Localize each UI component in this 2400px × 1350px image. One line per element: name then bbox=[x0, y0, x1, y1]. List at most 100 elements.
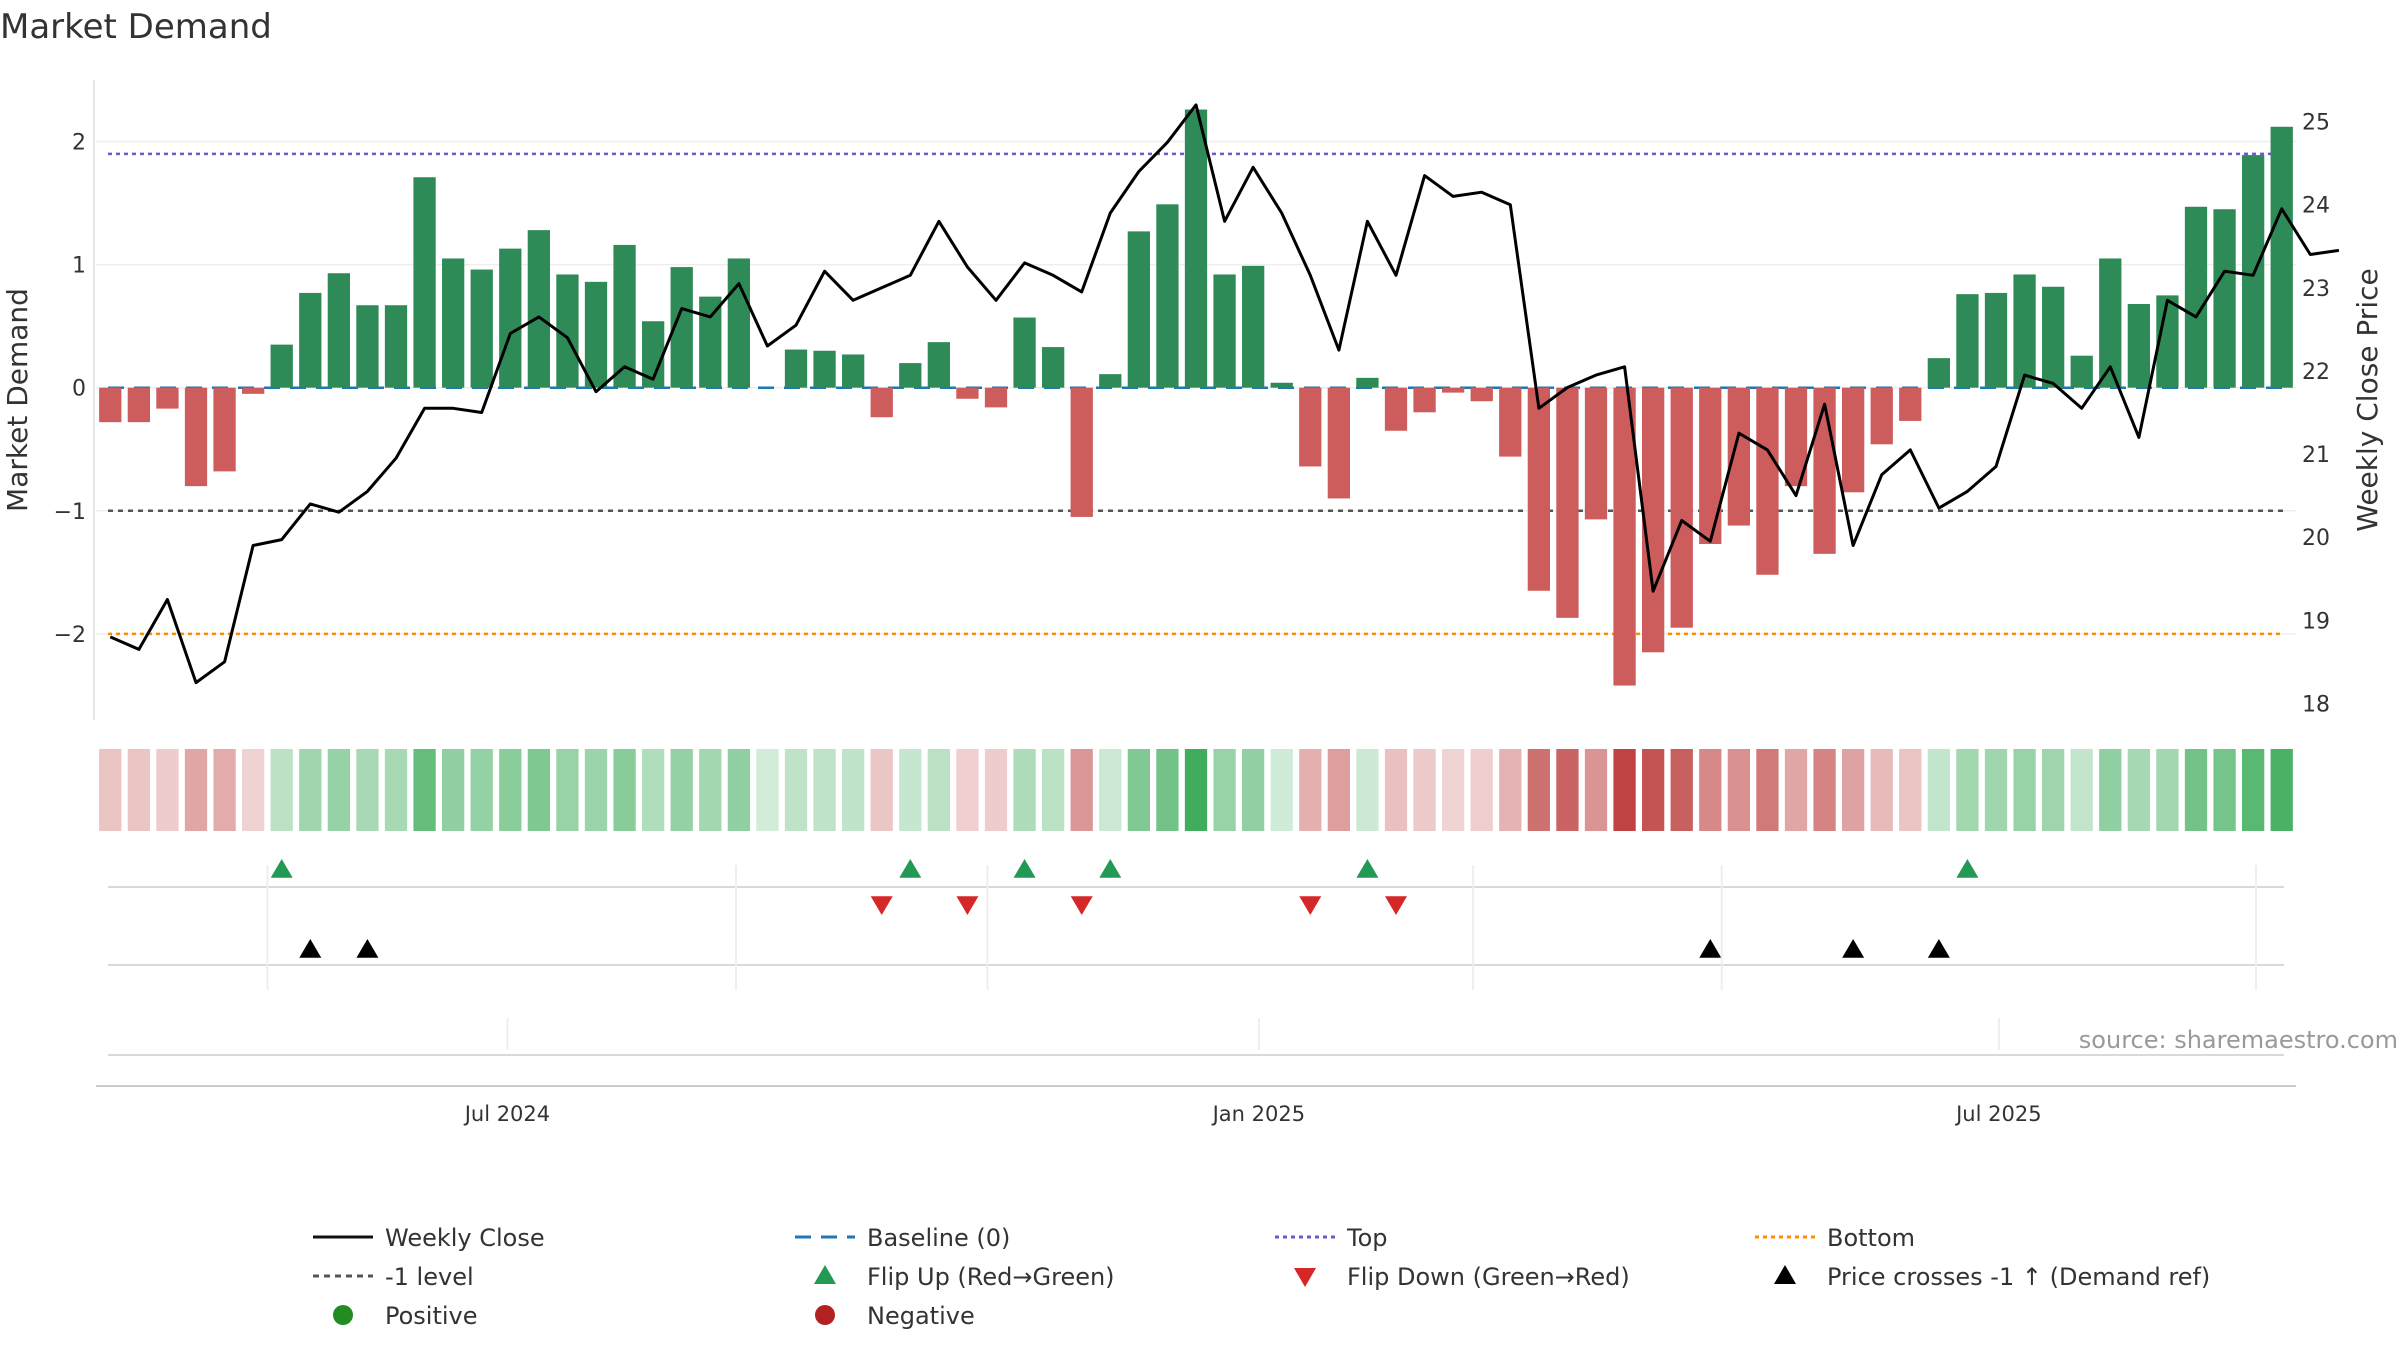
demand-heat-strip bbox=[99, 749, 2293, 831]
demand-bar bbox=[842, 354, 865, 388]
demand-bar bbox=[1099, 374, 1122, 388]
demand-bar bbox=[984, 387, 1008, 408]
heat-cell bbox=[2270, 749, 2293, 831]
heat-cell bbox=[727, 749, 750, 831]
price-line bbox=[109, 103, 2340, 685]
heat-cell bbox=[527, 749, 550, 831]
demand-bar bbox=[384, 305, 408, 388]
heat-cell bbox=[2127, 749, 2150, 831]
demand-bar bbox=[699, 296, 722, 388]
heat-cell bbox=[1527, 749, 1550, 831]
demand-bar bbox=[1527, 387, 1550, 591]
heat-cell bbox=[1127, 749, 1150, 831]
flip-up-marker bbox=[899, 859, 922, 878]
heat-cell bbox=[1184, 749, 1208, 831]
signal-markers bbox=[108, 859, 2284, 1056]
flip-up-marker bbox=[270, 859, 293, 878]
demand-bar bbox=[1842, 387, 1865, 493]
legend-label: Weekly Close bbox=[385, 1224, 545, 1252]
y2-tick-label: 23 bbox=[2302, 277, 2330, 302]
flip-down-marker bbox=[1070, 896, 1093, 915]
demand-bar bbox=[270, 344, 293, 388]
heat-cell bbox=[556, 749, 579, 831]
demand-bar bbox=[299, 292, 322, 388]
x-axis: Jul 2024 Jan 2025 Jul 2025 bbox=[96, 865, 2296, 1126]
demand-bar bbox=[1613, 387, 1636, 686]
demand-bar bbox=[1784, 387, 1808, 487]
demand-bar bbox=[1242, 265, 1265, 388]
heat-cell bbox=[1270, 749, 1293, 831]
heat-cell bbox=[1413, 749, 1436, 831]
demand-bar bbox=[1270, 382, 1293, 388]
demand-bar bbox=[1813, 387, 1836, 554]
heat-cell bbox=[99, 749, 122, 831]
heat-cell bbox=[1899, 749, 1922, 831]
heat-cell bbox=[2042, 749, 2065, 831]
heat-cell bbox=[1470, 749, 1493, 831]
heat-cell bbox=[1956, 749, 1979, 831]
demand-bar bbox=[1470, 387, 1493, 402]
flip-up-marker bbox=[1099, 859, 1122, 878]
demand-bar bbox=[442, 258, 465, 388]
heat-cell bbox=[1642, 749, 1665, 831]
heat-cell bbox=[1699, 749, 1722, 831]
demand-bar bbox=[1956, 294, 1979, 388]
legend-swatch-triangle-up bbox=[814, 1265, 836, 1284]
legend-label: Positive bbox=[385, 1302, 478, 1330]
heat-cell bbox=[1727, 749, 1750, 831]
heat-cell bbox=[2184, 749, 2208, 831]
demand-bar bbox=[327, 273, 350, 388]
heat-cell bbox=[756, 749, 779, 831]
flip-up-marker bbox=[1356, 859, 1379, 878]
heat-cell bbox=[784, 749, 808, 831]
heat-cell bbox=[1042, 749, 1065, 831]
demand-bar bbox=[1556, 387, 1579, 618]
heat-cell bbox=[1870, 749, 1893, 831]
demand-bar bbox=[927, 342, 950, 388]
y-tick-label: 1 bbox=[72, 254, 86, 279]
y-tick-label: −1 bbox=[54, 500, 86, 525]
demand-bar bbox=[499, 248, 522, 388]
demand-bar bbox=[1870, 387, 1893, 445]
x-tick-label: Jan 2025 bbox=[1211, 1102, 1306, 1126]
demand-bar bbox=[556, 274, 579, 388]
y2-tick-label: 20 bbox=[2302, 526, 2330, 551]
demand-bar bbox=[2099, 258, 2122, 388]
flip-up-marker bbox=[1956, 859, 1979, 878]
heat-cell bbox=[2213, 749, 2236, 831]
y2-axis-label: Weekly Close Price bbox=[2351, 268, 2384, 531]
heat-cell bbox=[1156, 749, 1179, 831]
demand-bar bbox=[1384, 387, 1408, 431]
demand-bar bbox=[899, 363, 922, 388]
heat-cell bbox=[2013, 749, 2036, 831]
legend-label: Bottom bbox=[1827, 1224, 1915, 1252]
demand-bar bbox=[1356, 377, 1379, 388]
heat-cell bbox=[1984, 749, 2008, 831]
legend-label: -1 level bbox=[385, 1263, 474, 1291]
heat-cell bbox=[470, 749, 493, 831]
legend-swatch-triangle-down bbox=[1294, 1268, 1316, 1287]
heat-cell bbox=[299, 749, 322, 831]
demand-bar bbox=[184, 387, 208, 487]
y2-tick-label: 18 bbox=[2302, 692, 2330, 717]
y2-tick-label: 21 bbox=[2302, 443, 2330, 468]
price-cross-marker bbox=[1842, 939, 1865, 958]
heat-cell bbox=[670, 749, 693, 831]
demand-bar bbox=[584, 281, 608, 388]
legend-label: Flip Down (Green→Red) bbox=[1347, 1263, 1630, 1291]
heat-cell bbox=[327, 749, 350, 831]
demand-bar bbox=[727, 258, 750, 388]
heat-cell bbox=[642, 749, 665, 831]
heat-cell bbox=[384, 749, 408, 831]
heat-cell bbox=[127, 749, 150, 831]
legend: Weekly Close Baseline (0) Top Bottom -1 leve… bbox=[313, 1224, 2210, 1330]
demand-bar bbox=[1213, 274, 1236, 388]
demand-bar bbox=[1899, 387, 1922, 421]
flip-down-marker bbox=[870, 896, 893, 915]
heat-cell bbox=[1670, 749, 1693, 831]
heat-cell bbox=[1327, 749, 1350, 831]
heat-cell bbox=[242, 749, 265, 831]
heat-cell bbox=[356, 749, 379, 831]
legend-label: Flip Up (Red→Green) bbox=[867, 1263, 1115, 1291]
heat-cell bbox=[1842, 749, 1865, 831]
